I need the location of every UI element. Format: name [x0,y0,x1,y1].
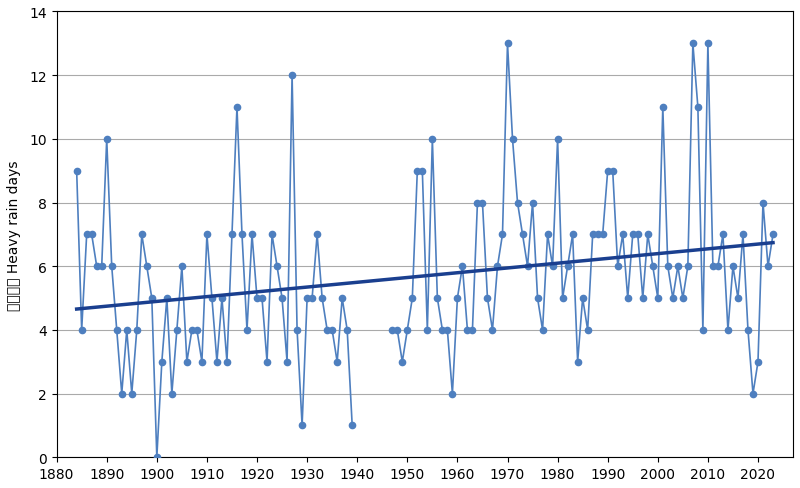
Y-axis label: 大雨日數 Heavy rain days: 大雨日數 Heavy rain days [7,160,21,310]
